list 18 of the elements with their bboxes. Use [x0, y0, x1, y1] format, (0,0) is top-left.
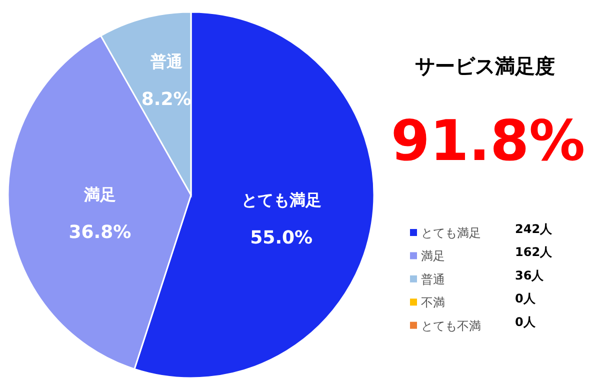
text: 91.8%	[390, 109, 586, 174]
text: 162人	[515, 245, 554, 260]
text: サービス満足度	[415, 54, 555, 78]
data-label: 55.0%	[250, 227, 313, 248]
slice-label: とても満足	[241, 190, 322, 210]
text: 0人	[515, 314, 536, 329]
text: 0人	[515, 292, 536, 306]
legend-label: とても不満	[421, 318, 481, 333]
legend-label: とても満足	[421, 226, 481, 240]
slice-label: 満足	[82, 185, 116, 204]
slice-label: 普通	[149, 52, 184, 72]
legend-label: 不満	[421, 296, 445, 310]
data-label: 8.2%	[141, 89, 192, 110]
legend-label: 満足	[421, 249, 445, 264]
text: 242人	[515, 222, 554, 236]
data-label: 36.8%	[68, 222, 132, 244]
legend-label: 普通	[421, 272, 445, 286]
text: 36人	[515, 268, 545, 282]
